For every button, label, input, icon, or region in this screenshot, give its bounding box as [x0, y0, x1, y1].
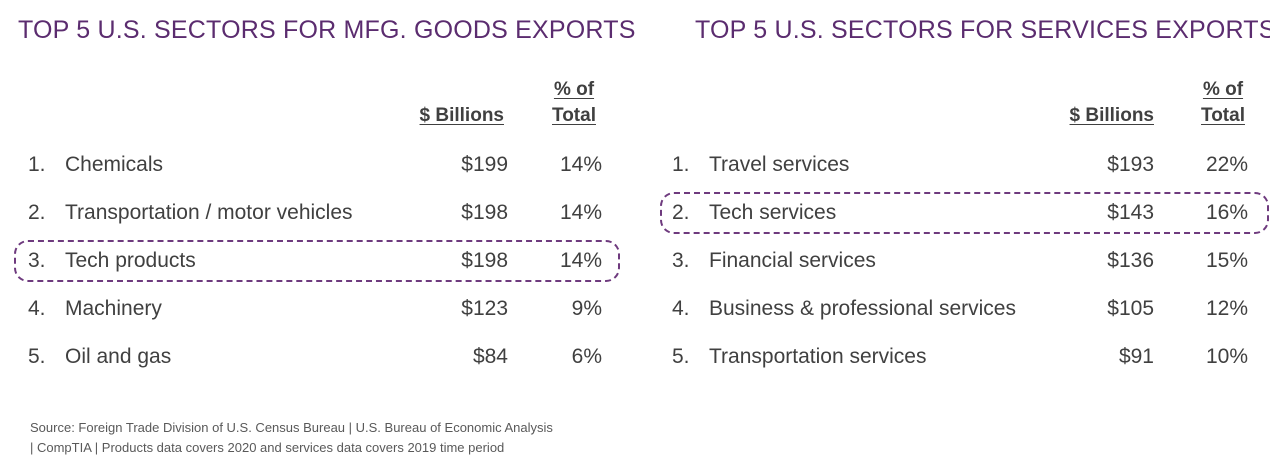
services-pct-header-line1: % of	[1202, 79, 1244, 100]
mfg-row-pct: 14%	[559, 153, 602, 176]
services-row-sector: Tech services	[709, 201, 837, 224]
source-note: Source: Foreign Trade Division of U.S. C…	[30, 418, 630, 458]
services-row-billions: $91	[1118, 345, 1154, 368]
mfg-row-rank: 5.	[28, 345, 46, 368]
services-row-sector: Transportation services	[709, 345, 927, 368]
services-billions-header: $ Billions	[1069, 105, 1154, 126]
mfg-row: 2. Transportation / motor vehicles $198 14%	[18, 196, 618, 230]
services-row-sector: Financial services	[709, 249, 876, 272]
services-row-sector: Business & professional services	[709, 297, 1016, 320]
mfg-row-sector: Transportation / motor vehicles	[65, 201, 353, 224]
mfg-pct-header-line1: % of	[553, 79, 595, 100]
mfg-row: 1. Chemicals $199 14%	[18, 148, 618, 182]
services-highlight-outline	[660, 192, 1269, 234]
services-pct-header-line2: Total	[1201, 105, 1245, 126]
mfg-row: 5. Oil and gas $84 6%	[18, 340, 618, 374]
services-row-pct: 10%	[1205, 345, 1248, 368]
mfg-row-pct: 6%	[571, 345, 602, 368]
services-row-sector: Travel services	[709, 153, 850, 176]
services-row: 2. Tech services $143 16%	[662, 196, 1262, 230]
mfg-pct-header: % of Total	[548, 77, 600, 129]
services-row: 4. Business & professional services $105 12…	[662, 292, 1262, 326]
mfg-row: 4. Machinery $123 9%	[18, 292, 618, 326]
services-pct-header: % of Total	[1197, 77, 1249, 129]
mfg-row-pct: 14%	[559, 201, 602, 224]
services-row: 1. Travel services $193 22%	[662, 148, 1262, 182]
services-title: TOP 5 U.S. SECTORS FOR SERVICES EXPORTS	[695, 16, 1270, 44]
services-row: 3. Financial services $136 15%	[662, 244, 1262, 278]
services-row-rank: 4.	[672, 297, 690, 320]
mfg-billions-header: $ Billions	[419, 105, 504, 126]
services-row-billions: $105	[1107, 297, 1154, 320]
mfg-row-billions: $198	[461, 201, 508, 224]
services-row-rank: 5.	[672, 345, 690, 368]
mfg-row-pct: 14%	[559, 249, 602, 272]
mfg-row-billions: $198	[461, 249, 508, 272]
mfg-row-rank: 4.	[28, 297, 46, 320]
services-row-billions: $143	[1107, 201, 1154, 224]
services-row-rank: 2.	[672, 201, 690, 224]
services-row: 5. Transportation services $91 10%	[662, 340, 1262, 374]
mfg-row-sector: Oil and gas	[65, 345, 172, 368]
services-row-billions: $136	[1107, 249, 1154, 272]
mfg-row-rank: 1.	[28, 153, 46, 176]
mfg-row-pct: 9%	[571, 297, 602, 320]
mfg-row-sector: Chemicals	[65, 153, 164, 176]
services-row-billions: $193	[1107, 153, 1154, 176]
services-row-pct: 22%	[1205, 153, 1248, 176]
mfg-row-sector: Tech products	[65, 249, 196, 272]
mfg-row-billions: $199	[461, 153, 508, 176]
source-note-line2: | CompTIA | Products data covers 2020 an…	[30, 440, 505, 455]
mfg-pct-header-line2: Total	[552, 105, 596, 126]
services-row-rank: 3.	[672, 249, 690, 272]
services-row-rank: 1.	[672, 153, 690, 176]
services-row-pct: 15%	[1205, 249, 1248, 272]
mfg-row-billions: $84	[472, 345, 508, 368]
mfg-goods-title: TOP 5 U.S. SECTORS FOR MFG. GOODS EXPORT…	[18, 16, 636, 44]
mfg-goods-panel: TOP 5 U.S. SECTORS FOR MFG. GOODS EXPORT…	[14, 0, 635, 400]
source-note-line1: Source: Foreign Trade Division of U.S. C…	[30, 420, 553, 435]
mfg-row-rank: 3.	[28, 249, 46, 272]
mfg-row-billions: $123	[461, 297, 508, 320]
services-panel: TOP 5 U.S. SECTORS FOR SERVICES EXPORTS …	[660, 0, 1270, 400]
services-row-pct: 16%	[1205, 201, 1248, 224]
services-row-pct: 12%	[1205, 297, 1248, 320]
mfg-row: 3. Tech products $198 14%	[18, 244, 618, 278]
mfg-highlight-outline	[14, 240, 620, 282]
mfg-row-rank: 2.	[28, 201, 46, 224]
mfg-row-sector: Machinery	[65, 297, 162, 320]
